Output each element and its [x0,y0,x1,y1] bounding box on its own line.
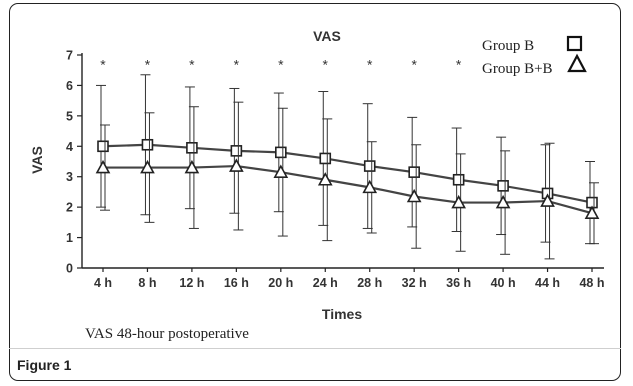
y-tick-label: 5 [66,109,73,123]
x-tick-label: 16 h [224,276,249,290]
data-point-group-bb [540,193,555,207]
data-point-group-b [186,142,198,154]
data-point-group-bb [184,159,200,174]
data-point-group-b [97,140,109,153]
significance-asterisk: * [367,57,373,73]
legend-label-group-b: Group B [482,38,534,54]
y-axis-label: VAS [29,146,45,174]
x-tick-label: 28 h [357,276,382,290]
y-tick-label: 2 [66,201,73,215]
data-point-group-b [319,152,332,165]
data-point-group-bb [140,159,155,174]
data-point-group-b [141,138,154,151]
chart-subtitle: VAS 48-hour postoperative [85,326,249,342]
y-tick-label: 7 [66,49,73,63]
x-tick-label: 8 h [138,276,156,290]
x-tick-label: 40 h [491,276,516,290]
triangle-marker-icon [567,53,587,73]
significance-asterisk: * [411,57,417,73]
square-marker-icon [566,35,583,52]
data-point-group-bb [317,172,333,186]
x-tick-label: 48 h [579,276,604,290]
series-line-group-b [102,143,593,204]
figure-caption-label: Figure 1 [17,357,72,373]
significance-asterisk: * [100,57,106,73]
significance-asterisk: * [278,57,284,73]
data-point-group-b [275,146,287,159]
series-line-group-bb [103,164,593,215]
legend-entry-group-b: Group B [482,35,583,54]
data-point-group-b [363,160,376,172]
x-axis-label: Times [322,306,362,322]
data-point-group-bb [229,158,244,172]
x-tick-label: 36 h [446,276,471,290]
data-point-group-bb [95,159,111,174]
y-tick-label: 1 [66,231,73,245]
significance-asterisk: * [145,57,151,73]
x-tick-label: 24 h [313,276,338,290]
data-point-group-b [408,166,420,178]
x-tick-label: 4 h [94,276,112,290]
significance-asterisk: * [234,57,240,73]
caption-divider [9,348,621,349]
legend: Group B Group B+B [482,35,587,77]
y-tick-label: 0 [66,262,73,276]
x-tick-label: 44 h [535,276,560,290]
y-tick-label: 3 [66,170,73,184]
y-tick-label: 4 [66,140,73,154]
data-point-group-bb [451,194,466,209]
data-point-group-bb [406,188,422,203]
data-point-group-bb [273,164,289,178]
legend-entry-group-bb: Group B+B [482,53,587,77]
data-point-group-bb [584,205,600,220]
legend-label-group-bb: Group B+B [482,61,553,77]
data-point-group-b [497,180,509,192]
x-tick-label: 12 h [179,276,204,290]
chart-title: VAS [313,28,341,44]
data-point-group-b [230,145,243,157]
x-tick-label: 32 h [402,276,427,290]
significance-asterisk: * [323,57,329,73]
significance-asterisk: * [456,57,462,73]
data-point-group-bb [362,179,378,194]
significance-asterisk: * [189,57,195,73]
y-tick-label: 6 [66,79,73,93]
data-point-group-b [452,173,465,186]
x-tick-label: 20 h [268,276,293,290]
figure-frame [9,3,621,381]
data-point-group-bb [495,194,511,209]
